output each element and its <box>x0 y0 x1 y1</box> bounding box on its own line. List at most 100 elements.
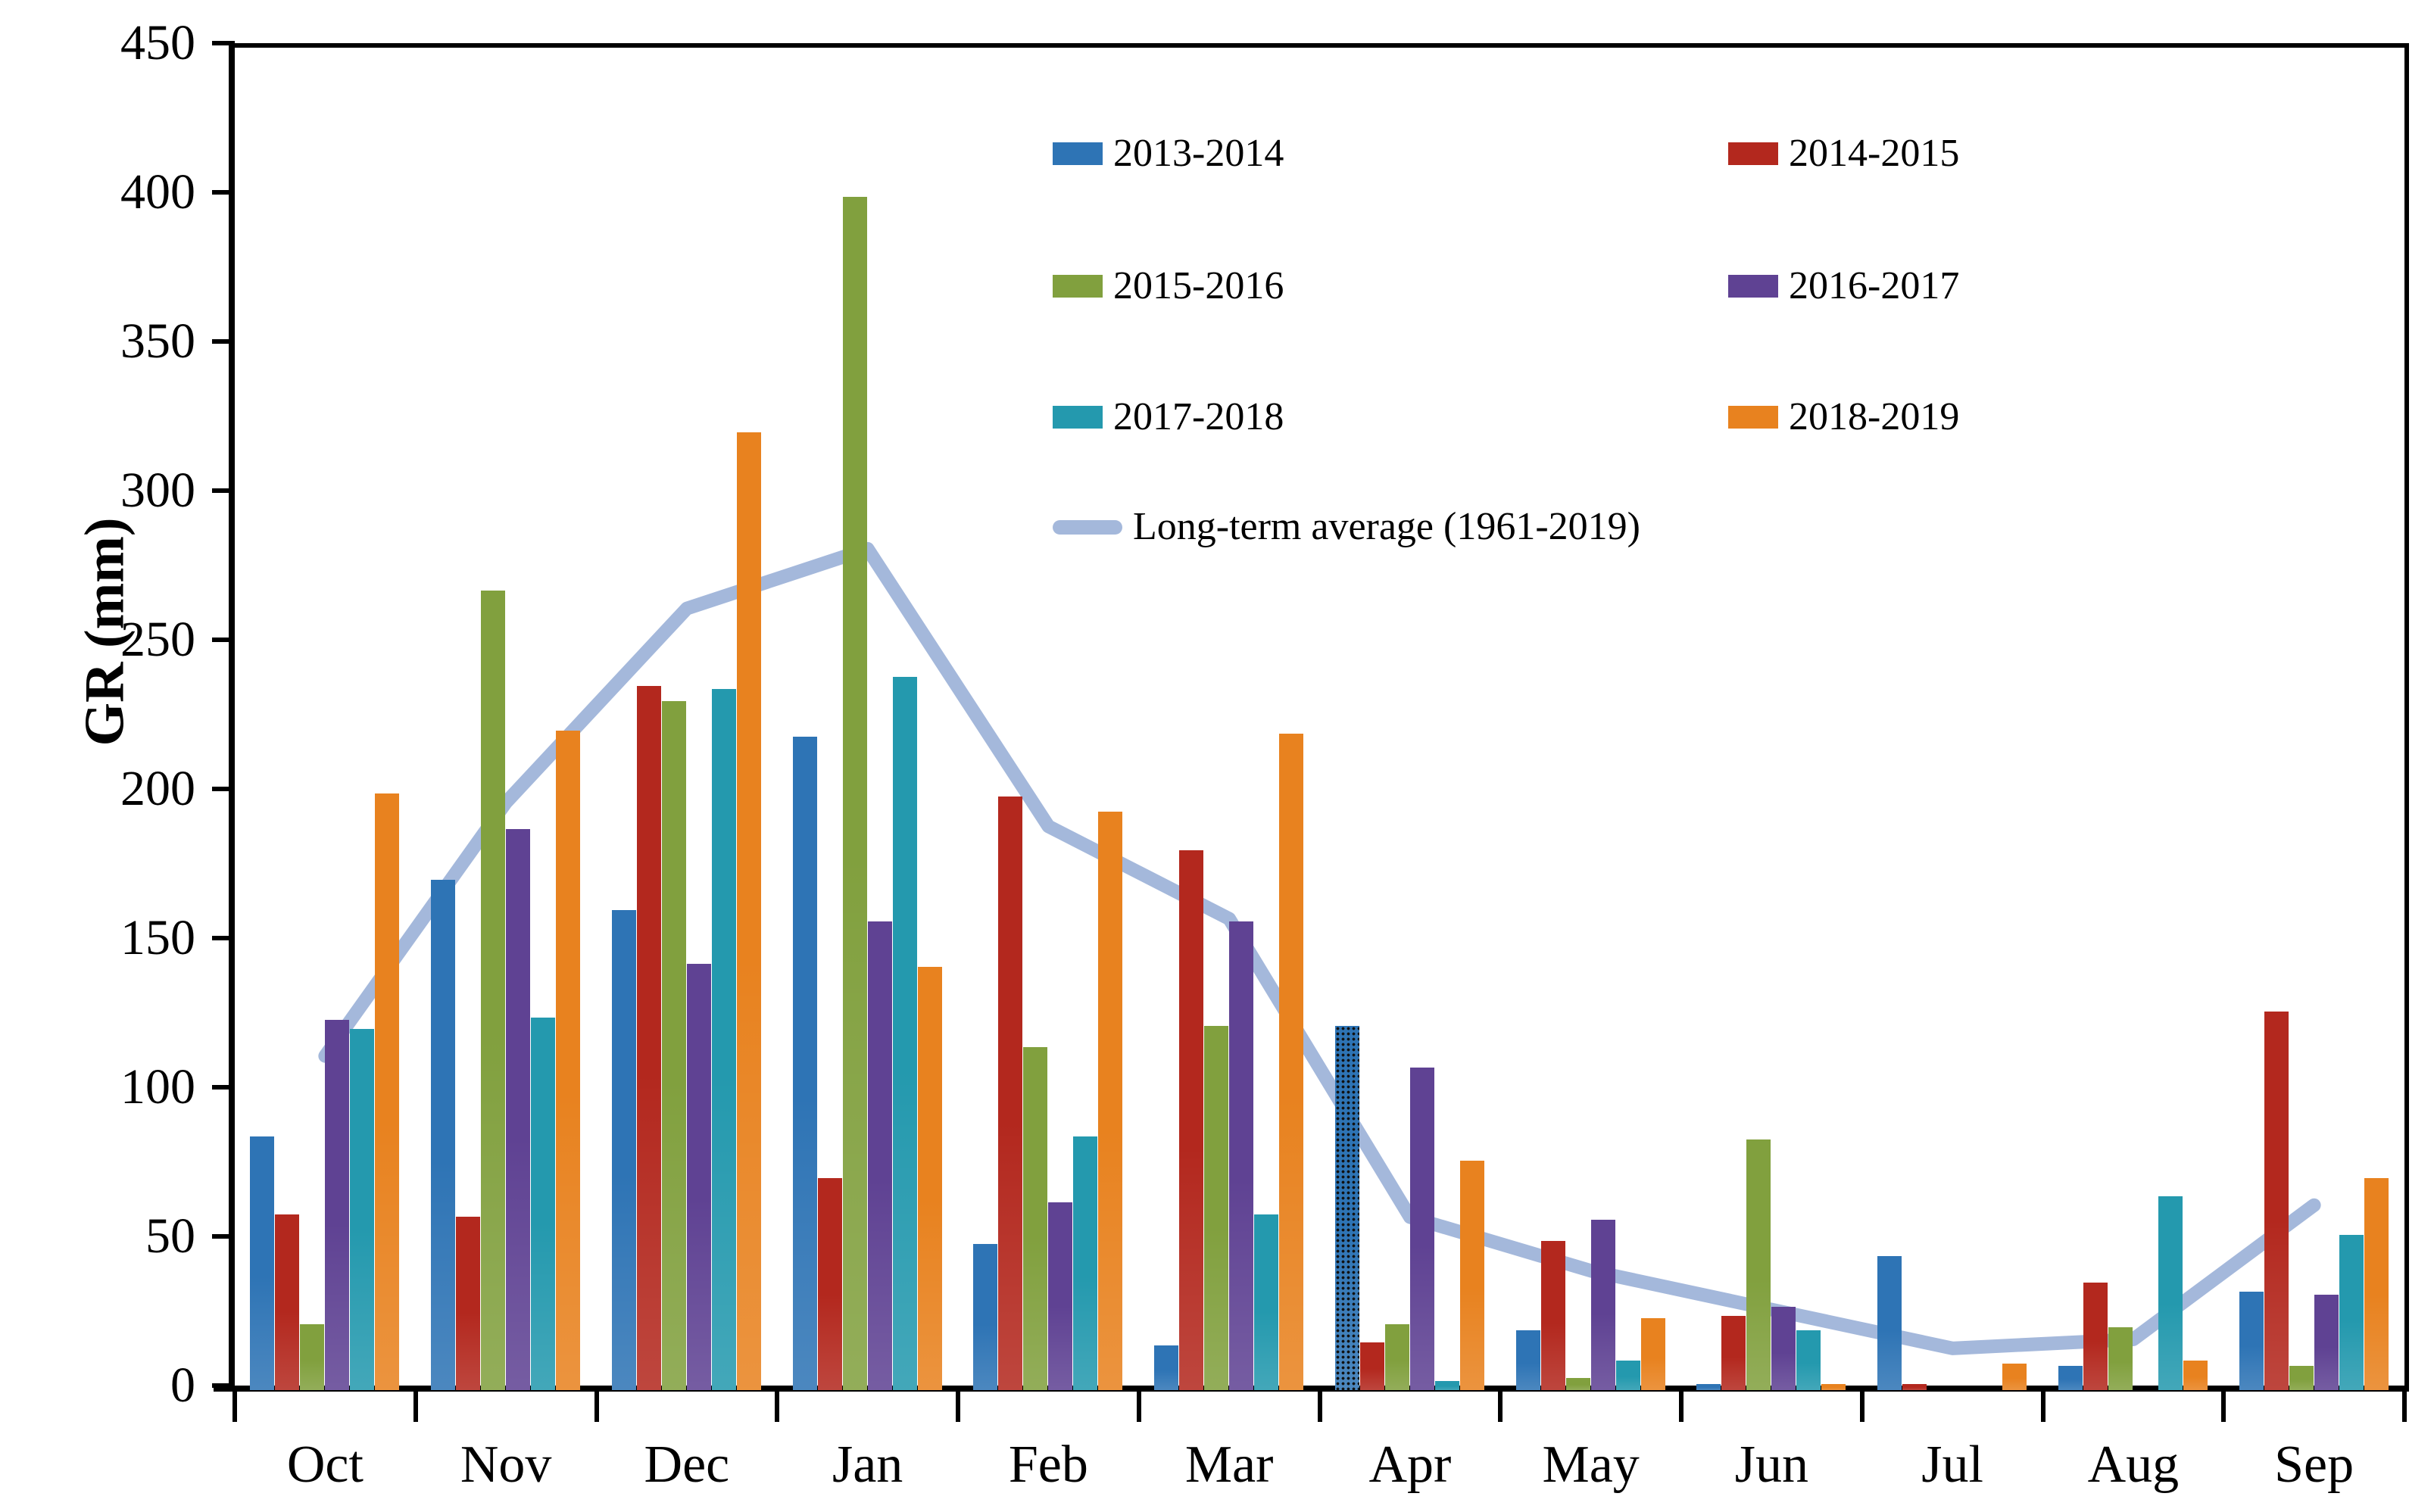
y-tick-label: 350 <box>120 313 195 369</box>
bar-2013-2014-Jun <box>1696 1384 1721 1390</box>
y-tick <box>212 190 235 195</box>
x-tick <box>1136 1392 1141 1422</box>
bar-2018-2019-Sep <box>2364 1178 2389 1390</box>
bar-2014-2015-Jul <box>1902 1384 1927 1390</box>
x-tick <box>1317 1392 1322 1422</box>
bar-2016-2017-Nov <box>506 829 531 1390</box>
bar-2015-2016-Nov <box>481 591 506 1390</box>
bar-2017-2018-Dec <box>711 689 736 1390</box>
x-tick <box>1679 1392 1684 1422</box>
x-tick <box>594 1392 599 1422</box>
bar-2014-2015-Dec <box>636 686 661 1390</box>
y-tick <box>212 1085 235 1090</box>
bar-2016-2017-Apr <box>1409 1068 1434 1390</box>
long-term-average-line <box>318 541 2321 1355</box>
y-tick <box>212 41 235 45</box>
legend-label: 2015-2016 <box>1113 264 1284 307</box>
y-tick-label: 450 <box>120 15 195 70</box>
x-category-label: Sep <box>2274 1436 2354 1494</box>
x-tick <box>775 1392 780 1422</box>
y-tick <box>212 638 235 642</box>
long-term-average-polyline <box>318 541 2321 1355</box>
bar-2016-2017-Jan <box>867 921 892 1390</box>
bar-2013-2014-Dec <box>611 909 636 1390</box>
legend-label: 2017-2018 <box>1113 395 1284 438</box>
bar-2014-2015-Nov <box>456 1217 481 1390</box>
bar-2013-2014-Oct <box>250 1136 275 1390</box>
x-category-label: Apr <box>1368 1436 1452 1494</box>
bar-2015-2016-Sep <box>2289 1366 2314 1390</box>
legend-color-swatch <box>1728 406 1778 429</box>
bar-2018-2019-Jan <box>917 966 942 1390</box>
y-tick <box>212 936 235 940</box>
x-category-label: Mar <box>1184 1436 1274 1494</box>
bar-2016-2017-Dec <box>686 963 711 1390</box>
bar-2018-2019-Feb <box>1098 811 1123 1390</box>
y-tick-label: 300 <box>120 463 195 518</box>
bar-2015-2016-Oct <box>300 1324 325 1390</box>
bar-2014-2015-Mar <box>1179 850 1204 1390</box>
bar-2014-2015-Apr <box>1359 1342 1384 1390</box>
bar-2015-2016-Apr <box>1384 1324 1409 1390</box>
bar-2017-2018-Oct <box>350 1029 375 1390</box>
y-tick <box>212 1234 235 1239</box>
y-tick-label: 50 <box>145 1208 195 1264</box>
legend-item-2015-2016: 2015-2016 <box>1053 265 1284 307</box>
bar-2014-2015-Jun <box>1721 1315 1746 1390</box>
legend-label: 2013-2014 <box>1113 132 1284 175</box>
legend-color-swatch <box>1053 275 1103 298</box>
x-tick <box>2402 1392 2407 1422</box>
x-tick <box>1498 1392 1503 1422</box>
bar-2013-2014-Apr <box>1334 1026 1359 1390</box>
y-tick-label: 0 <box>170 1358 195 1413</box>
x-category-label: Jun <box>1734 1436 1808 1494</box>
bar-2017-2018-Nov <box>531 1017 556 1390</box>
x-category-label: Oct <box>286 1436 364 1494</box>
y-tick <box>212 1383 235 1388</box>
bar-2015-2016-Feb <box>1023 1046 1048 1390</box>
bar-2013-2014-Jul <box>1877 1255 1902 1390</box>
bar-2018-2019-Mar <box>1279 734 1304 1390</box>
x-category-label: Nov <box>460 1436 552 1494</box>
bar-2018-2019-Jul <box>2002 1363 2027 1390</box>
legend-color-swatch <box>1053 406 1103 429</box>
y-tick-label: 150 <box>120 910 195 965</box>
bar-2016-2017-Mar <box>1229 921 1254 1390</box>
bar-2017-2018-Aug <box>2158 1196 2183 1390</box>
x-category-label: Jul <box>1921 1436 1983 1494</box>
bar-2015-2016-Dec <box>661 700 686 1390</box>
legend-item-Long-term average (1961-2019): Long-term average (1961-2019) <box>1053 506 1640 548</box>
bar-2013-2014-Mar <box>1154 1345 1179 1390</box>
bar-2016-2017-Feb <box>1048 1202 1073 1390</box>
legend-label: 2016-2017 <box>1789 264 1960 307</box>
bar-2015-2016-Aug <box>2108 1327 2133 1390</box>
x-category-label: May <box>1542 1436 1640 1494</box>
bar-2015-2016-Jun <box>1746 1139 1771 1390</box>
x-category-label: Aug <box>2087 1436 2180 1494</box>
bar-2014-2015-May <box>1540 1241 1565 1390</box>
bar-2013-2014-Jan <box>792 737 817 1390</box>
x-tick <box>1859 1392 1865 1422</box>
bar-2013-2014-May <box>1515 1330 1540 1390</box>
bar-2014-2015-Oct <box>275 1214 300 1390</box>
legend-item-2018-2019: 2018-2019 <box>1728 396 1959 438</box>
bar-2018-2019-Jun <box>1821 1384 1846 1390</box>
y-tick <box>212 787 235 791</box>
y-tick-label: 250 <box>120 612 195 667</box>
bar-2018-2019-Apr <box>1459 1160 1484 1390</box>
x-tick <box>232 1392 237 1422</box>
y-tick <box>212 488 235 493</box>
bar-2018-2019-Dec <box>736 432 761 1390</box>
legend-item-2017-2018: 2017-2018 <box>1053 396 1284 438</box>
y-tick-label: 200 <box>120 761 195 816</box>
legend-line-swatch <box>1053 519 1122 535</box>
legend-label: 2014-2015 <box>1789 132 1960 175</box>
y-tick-label: 100 <box>120 1059 195 1115</box>
x-category-label: Feb <box>1008 1436 1088 1494</box>
legend-label: 2018-2019 <box>1789 395 1960 438</box>
bar-2013-2014-Sep <box>2239 1291 2264 1390</box>
legend-color-swatch <box>1053 142 1103 165</box>
x-category-label: Dec <box>644 1436 730 1494</box>
y-tick-label: 400 <box>120 164 195 220</box>
